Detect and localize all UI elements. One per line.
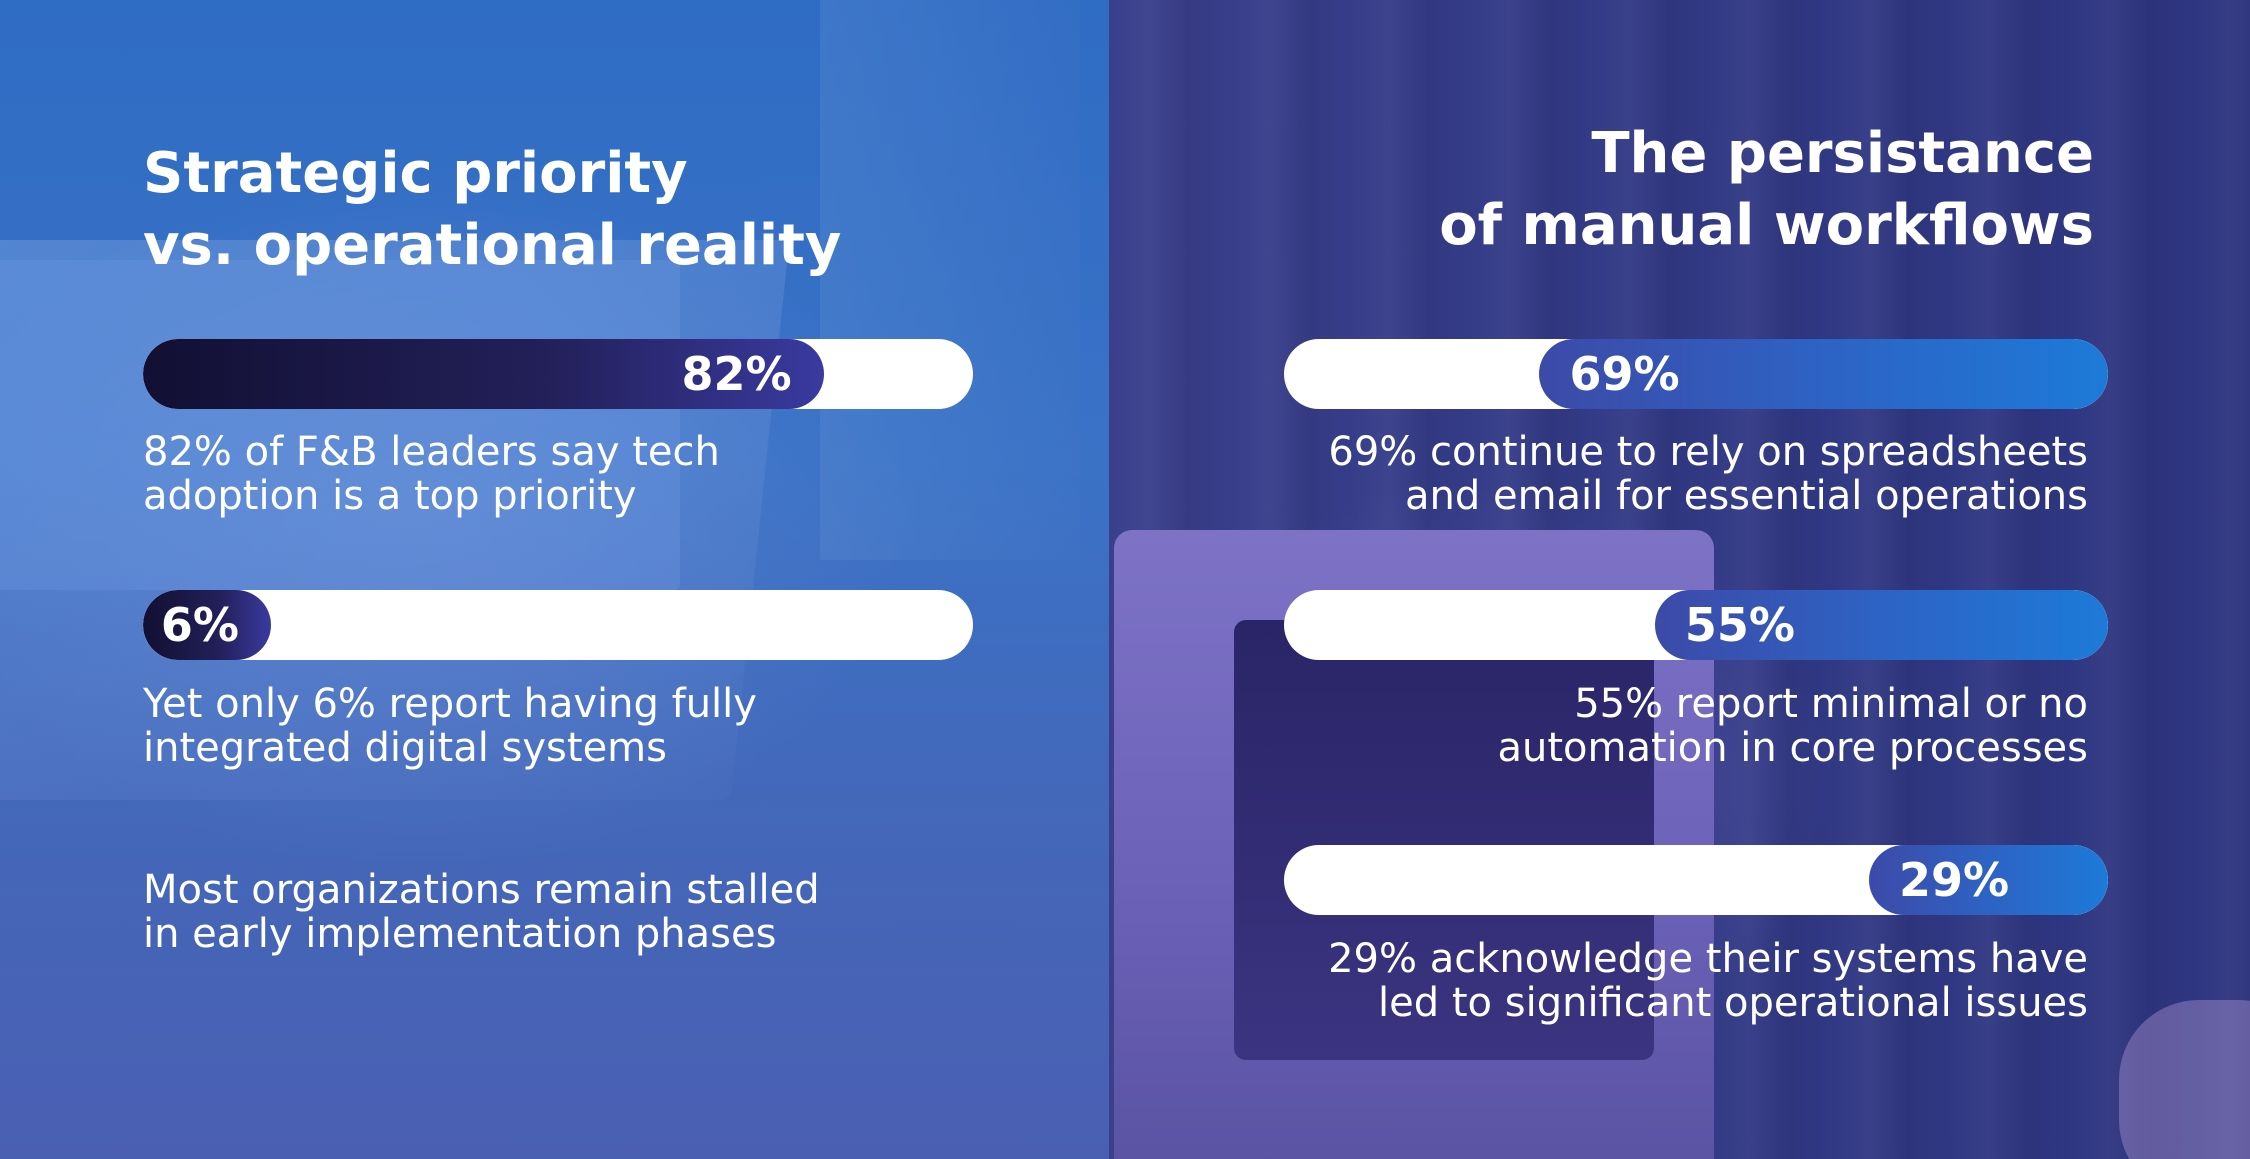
right-bar-value-label-3: 29% (1899, 853, 2010, 907)
shelf-background (820, 0, 1080, 560)
left-bar-track-1: 82% (143, 339, 973, 409)
right-bar-fill-3: 29% (1869, 845, 2108, 915)
left-bar-description-2: Yet only 6% report having fully integrat… (143, 681, 757, 771)
retro-monitor-screen (1234, 620, 1654, 1060)
right-bar-value-label-1: 69% (1569, 347, 1680, 401)
right-title: The persistance of manual workflows (1439, 121, 2094, 258)
right-panel (1109, 0, 2250, 1159)
left-panel (0, 0, 1109, 1159)
laptop-screen-background (0, 260, 680, 590)
right-bar-value-label-2: 55% (1684, 598, 1795, 652)
left-bar-value-label-1: 82% (681, 347, 792, 401)
right-bar-description-1: 69% continue to rely on spreadsheets and… (1328, 429, 2088, 519)
right-bar-description-3: 29% acknowledge their systems have led t… (1328, 936, 2088, 1026)
left-bar-fill-2: 6% (143, 590, 271, 660)
left-footnote: Most organizations remain stalled in ear… (143, 867, 820, 957)
right-bar-fill-1: 69% (1539, 339, 2108, 409)
left-bar-description-1: 82% of F&B leaders say tech adoption is … (143, 429, 720, 519)
right-bar-track-1: 69% (1284, 339, 2108, 409)
right-bar-track-3: 29% (1284, 845, 2108, 915)
hand-image (2119, 1000, 2250, 1159)
right-bar-track-2: 55% (1284, 590, 2108, 660)
right-bar-description-2: 55% report minimal or no automation in c… (1497, 681, 2088, 771)
left-bar-track-2: 6% (143, 590, 973, 660)
left-title: Strategic priority vs. operational reali… (143, 141, 842, 278)
left-bar-fill-1: 82% (143, 339, 824, 409)
right-bar-fill-2: 55% (1654, 590, 2108, 660)
left-bar-value-label-2: 6% (160, 598, 239, 652)
